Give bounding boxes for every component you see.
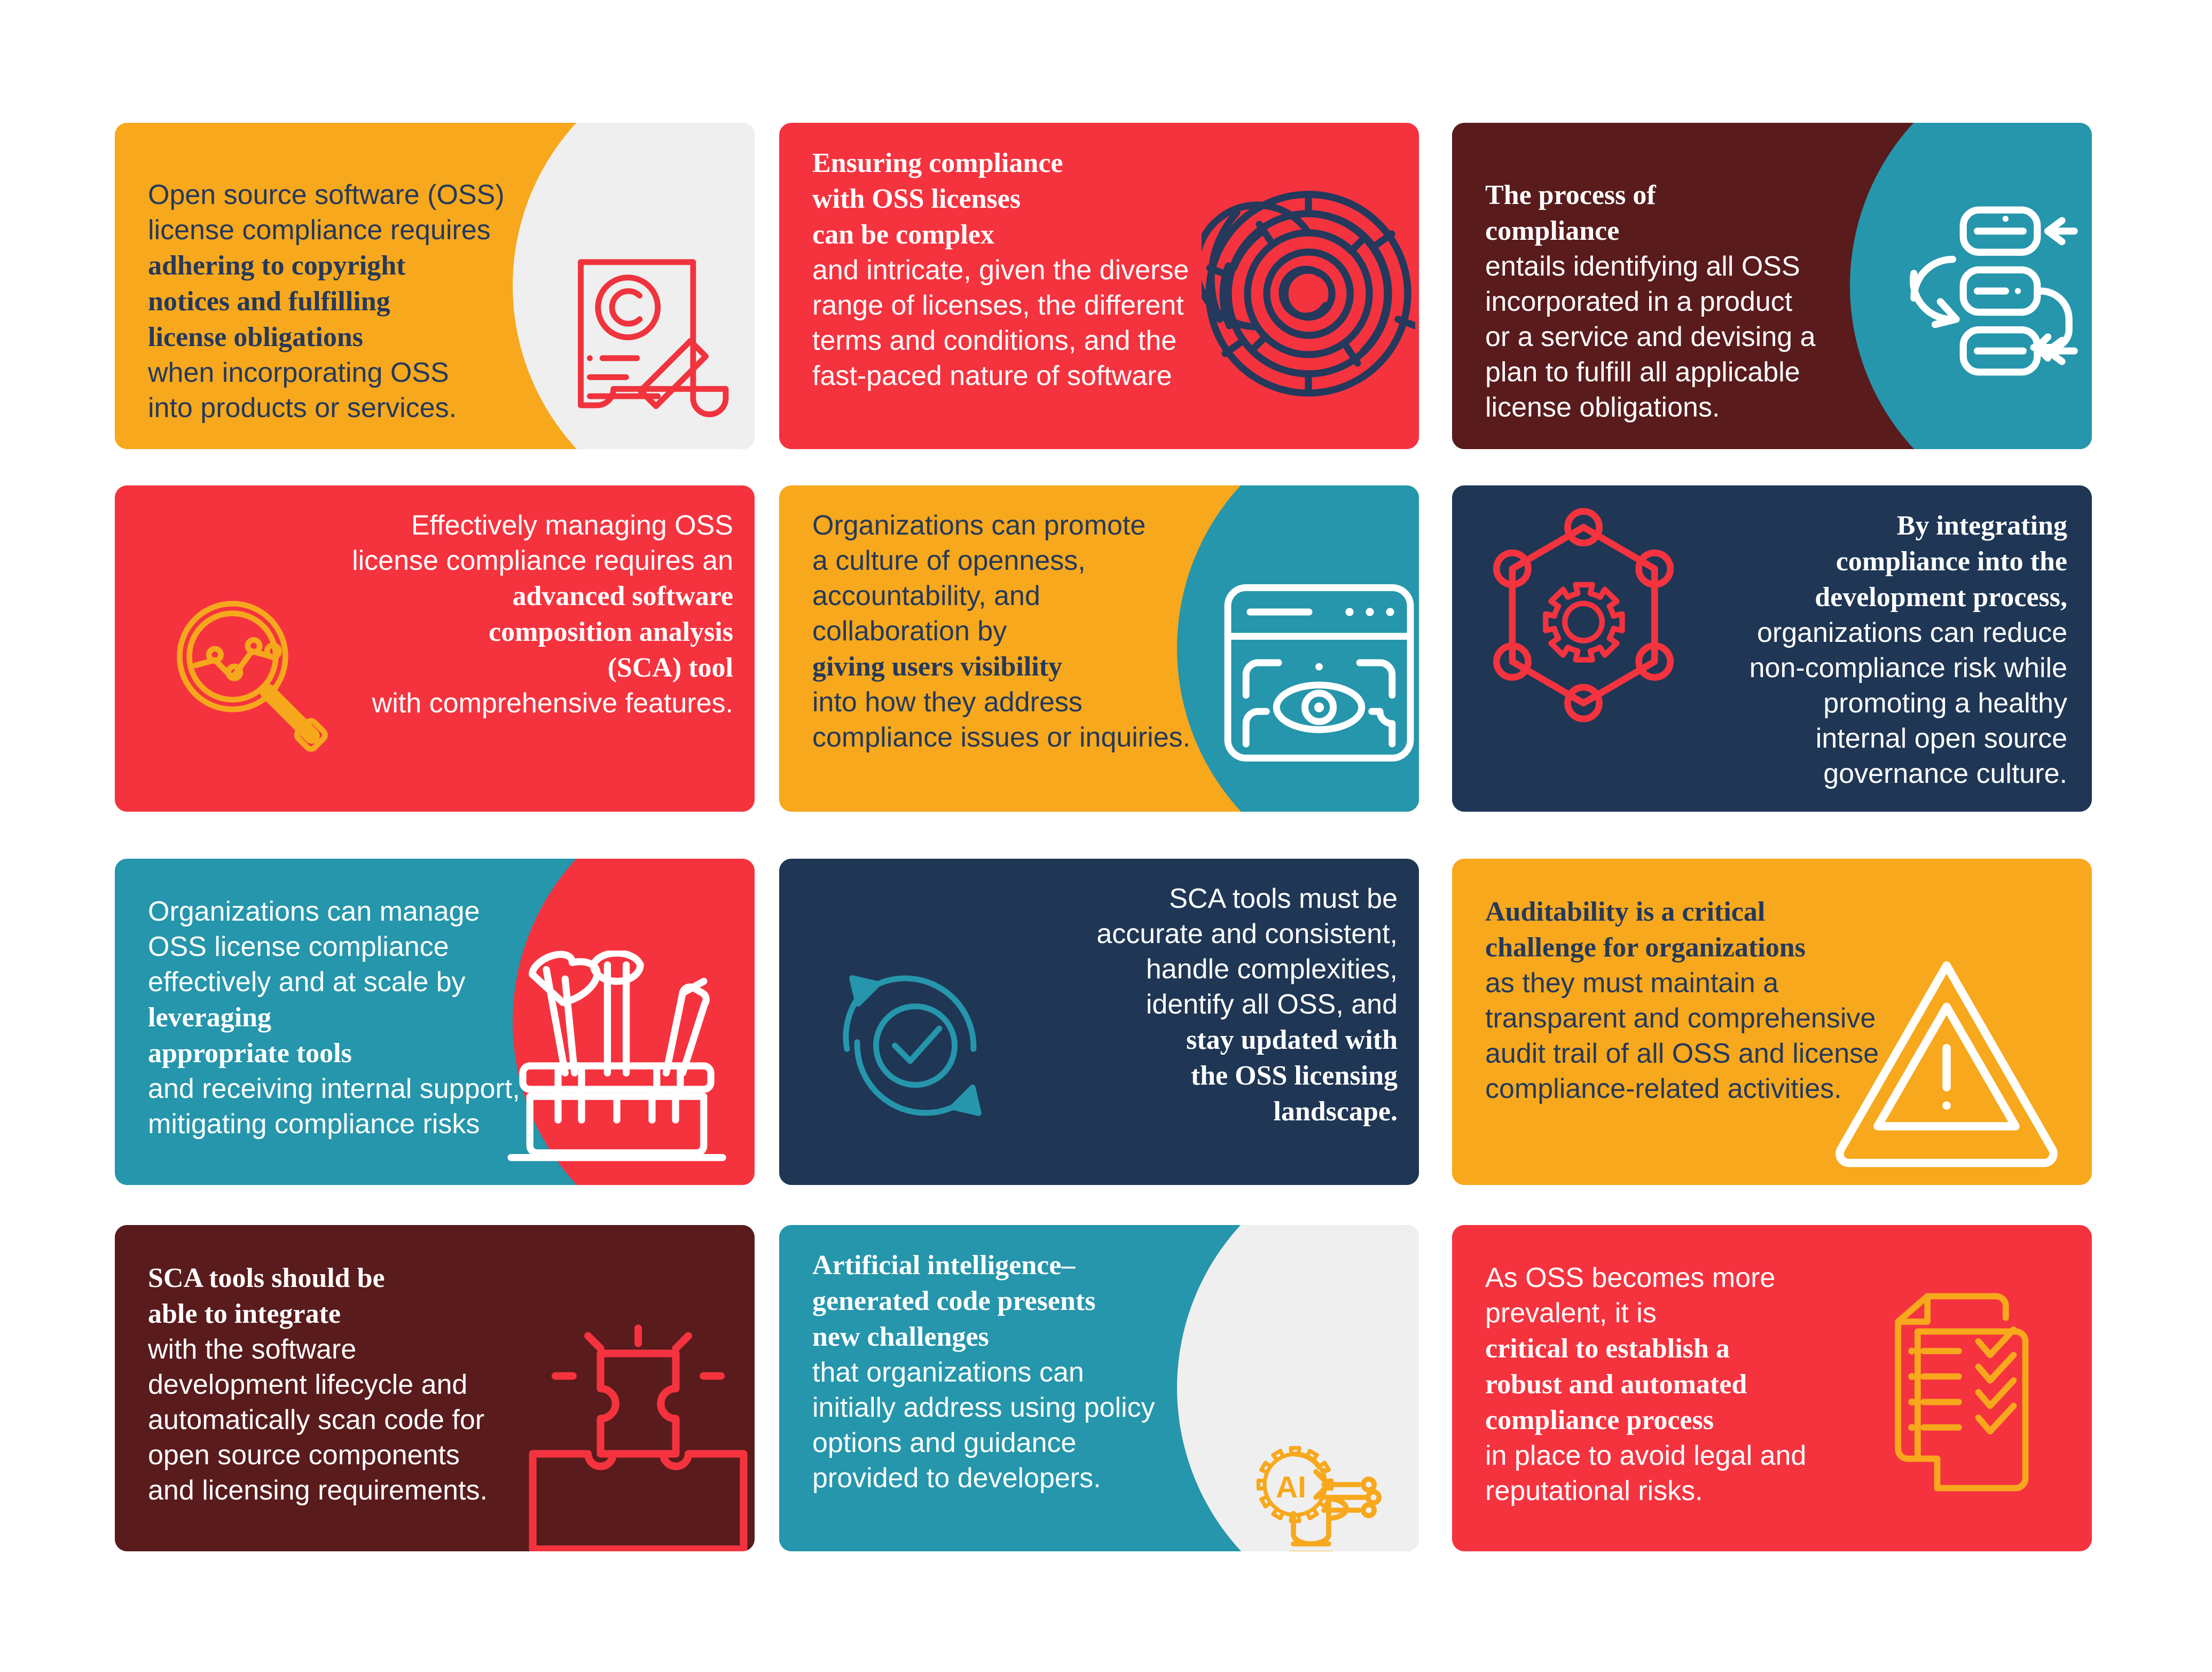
svg-text:AI: AI [1276,1470,1306,1504]
